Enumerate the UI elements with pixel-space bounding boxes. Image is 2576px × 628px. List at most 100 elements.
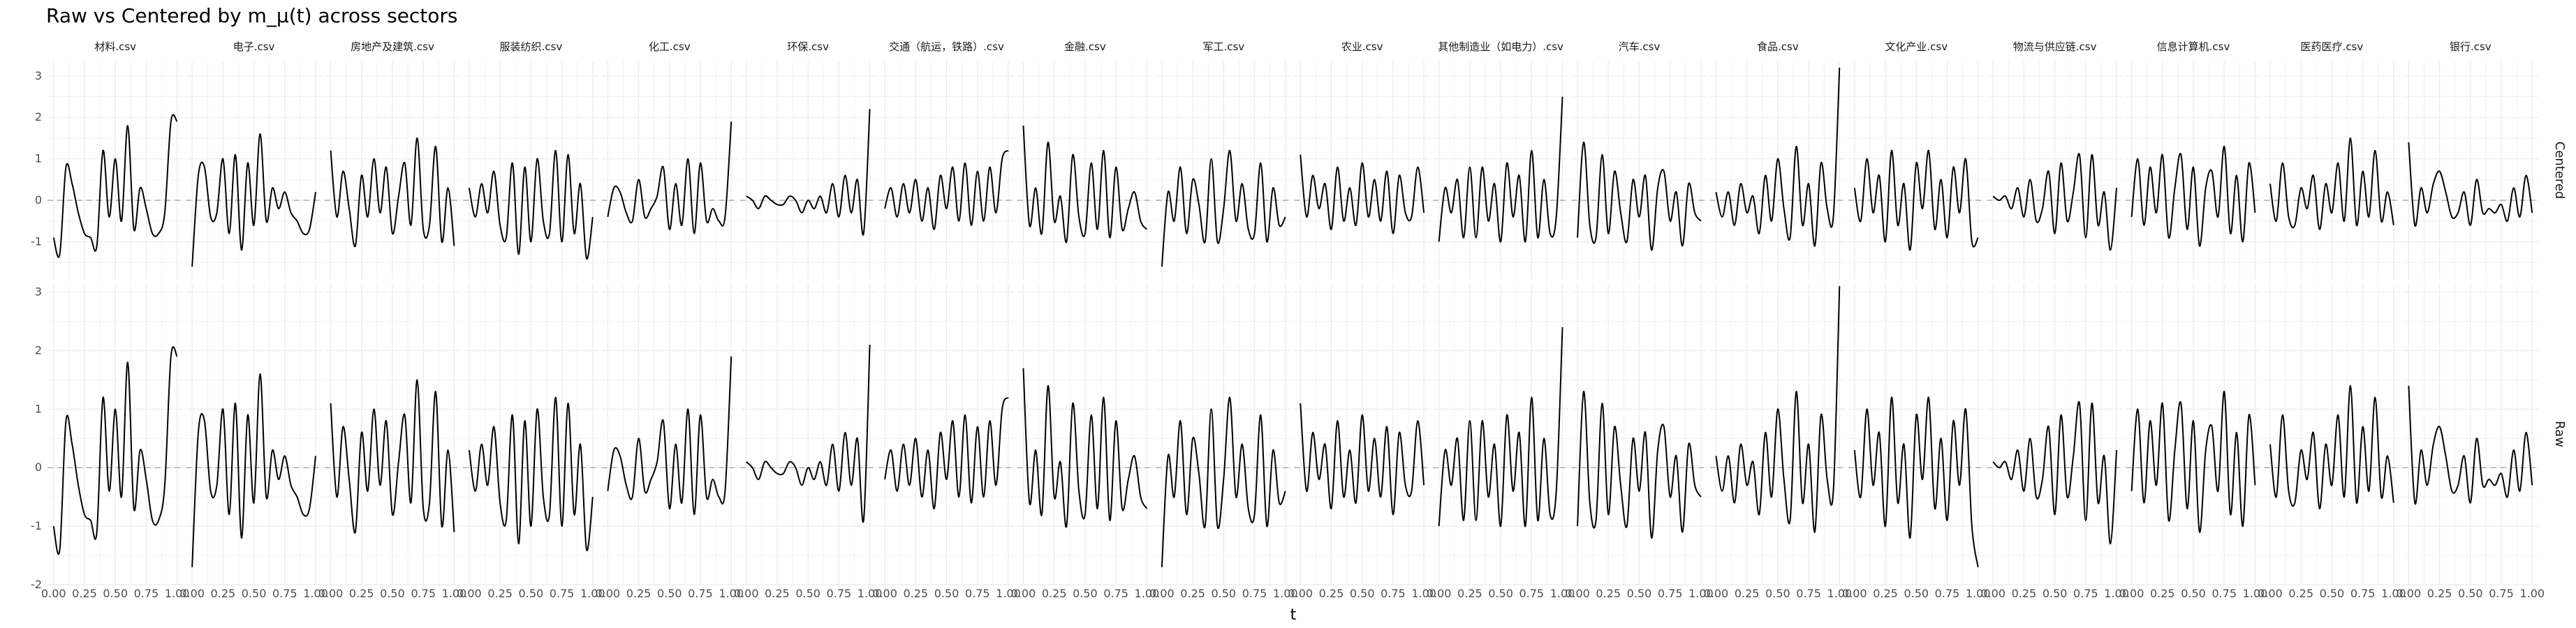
x-tick-label: 0.75 [2350,587,2376,600]
x-tick-label: 0.00 [41,587,66,600]
x-tick-label: 0.50 [1211,587,1236,600]
panel [1017,283,1154,585]
panel [463,61,599,279]
series-line [1992,153,2118,251]
panel [878,61,1015,279]
panel-strip-label: 金融.csv [1064,40,1106,53]
x-tick-label: 0.25 [1042,587,1067,600]
y-tick-label: -1 [31,235,42,248]
series-line [2269,384,2394,509]
x-tick-label: 0.50 [657,587,682,600]
x-tick-label: 0.25 [1873,587,1898,600]
x-tick-label: 0.50 [795,587,820,600]
series-line [1161,149,1286,267]
x-tick-label: 0.50 [2320,587,2345,600]
y-tick-label: 0 [35,461,42,474]
x-tick-label: 0.00 [2258,587,2283,600]
x-tick-label: 0.50 [242,587,267,600]
x-tick-label: 0.50 [934,587,959,600]
x-axis-ticks: 0.00 0.25 0.50 0.75 1.00 0.00 0.25 0.50 0.75 1.00… [41,587,2545,600]
x-tick-label: 0.75 [827,587,852,600]
row-strip-labels: Centered Raw [2552,142,2567,447]
series-line [1577,391,1702,539]
x-tick-label: 1.00 [719,587,744,600]
x-tick-label: 0.50 [1488,587,1513,600]
x-tick-label: 0.00 [595,587,620,600]
x-tick-label: 0.25 [72,587,97,600]
x-tick-label: 0.25 [903,587,928,600]
x-tick-label: 0.25 [349,587,374,600]
x-tick-label: 1.00 [1135,587,1160,600]
x-tick-label: 1.00 [1966,587,1991,600]
panel-strip-label: 环保.csv [787,40,829,53]
panel [1709,61,1846,279]
x-tick-label: 0.00 [318,587,344,600]
series-line [468,396,594,552]
panel-grid [47,61,2538,585]
y-tick-label: 1 [35,152,42,165]
x-tick-label: 0.00 [1704,587,1729,600]
panel-strip-label: 其他制造业（如电力）.csv [1438,40,1563,53]
panel [2402,283,2538,585]
x-tick-label: 0.50 [380,587,405,600]
series-line [1715,67,1841,247]
y-tick-label: 2 [35,110,42,124]
x-tick-label: 0.00 [2397,587,2422,600]
panel-strip-label: 房地产及建筑.csv [351,40,434,53]
x-tick-label: 0.25 [211,587,236,600]
series-line [191,373,317,567]
panel-strip-label: 军工.csv [1202,40,1244,53]
panel [1987,61,2123,279]
panel [1156,61,1292,279]
x-tick-label: 0.25 [1319,587,1344,600]
series-line [884,149,1009,230]
panel [739,283,876,585]
x-tick-label: 0.25 [1596,587,1621,600]
panel [1432,283,1569,585]
panel [1294,283,1430,585]
row-strip-label: Centered [2552,142,2567,200]
x-tick-label: 0.25 [2427,587,2452,600]
x-tick-label: 0.25 [1735,587,1760,600]
panel [739,61,876,279]
x-tick-label: 0.50 [2043,587,2068,600]
x-tick-label: 1.00 [1411,587,1436,600]
y-axis-ticks: -1 0 1 2 3 -2 -1 0 1 2 3 [31,69,42,591]
y-tick-label: 1 [35,402,42,415]
x-tick-label: 0.25 [1180,587,1205,600]
x-tick-label: 0.75 [1381,587,1406,600]
x-tick-label: 0.75 [1658,587,1683,600]
x-tick-label: 0.75 [1796,587,1821,600]
series-line [1715,286,1841,533]
x-tick-label: 0.75 [1519,587,1544,600]
panel [186,61,322,279]
x-axis-title: t [1290,606,1297,624]
panel-strip-label: 医药医疗.csv [2301,40,2364,53]
panel [1571,283,1707,585]
panel [2125,283,2262,585]
panel-strip-label: 食品.csv [1757,40,1799,53]
series-line [1577,141,1702,251]
x-tick-label: 0.25 [487,587,513,600]
series-line [884,396,1009,509]
series-line [2408,385,2533,505]
panel [601,61,737,279]
series-line [191,133,317,267]
panel-strip-label: 信息计算机.csv [2157,40,2230,53]
series-line [1022,368,1148,528]
x-tick-label: 0.50 [1350,587,1375,600]
x-tick-label: 1.00 [1550,587,1575,600]
y-tick-label: -2 [31,578,42,591]
series-line [1161,396,1286,567]
panel [601,283,737,585]
x-tick-label: 0.25 [2288,587,2313,600]
x-tick-label: 0.00 [872,587,897,600]
panel [1294,61,1430,279]
x-tick-label: 0.75 [2211,587,2237,600]
x-tick-label: 1.00 [165,587,190,600]
panel-strip-label: 电子.csv [233,40,275,53]
series-line [330,137,455,248]
series-line [1300,154,1425,234]
x-tick-label: 0.75 [965,587,990,600]
series-line [1438,327,1563,528]
